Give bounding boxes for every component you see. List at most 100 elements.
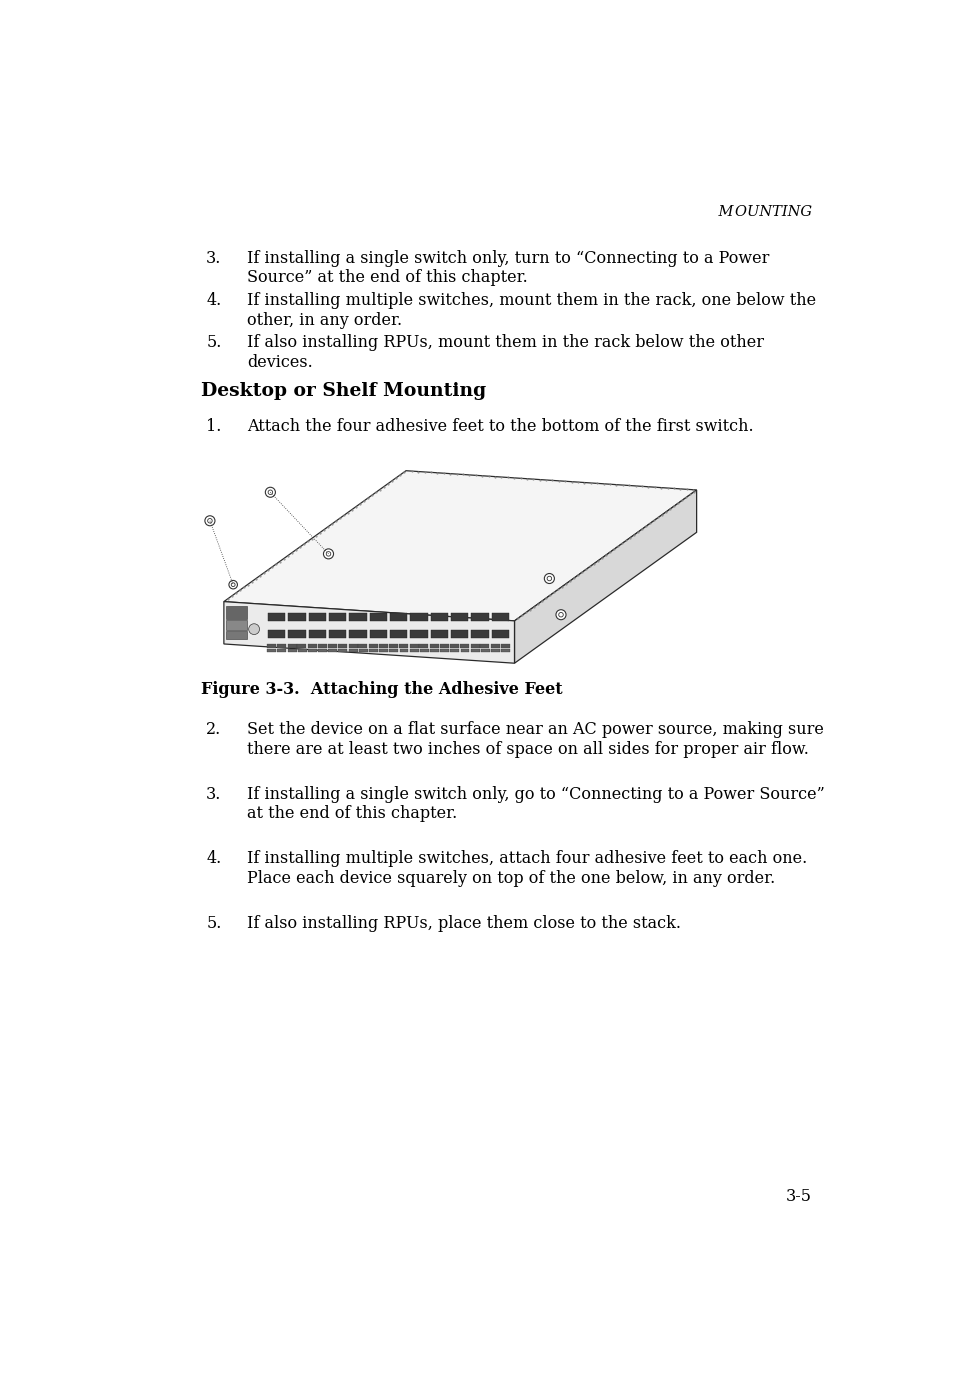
- Bar: [492, 630, 509, 638]
- Bar: [317, 650, 327, 652]
- Bar: [439, 650, 449, 652]
- Circle shape: [558, 612, 562, 616]
- Bar: [390, 630, 407, 638]
- Bar: [226, 620, 247, 630]
- Bar: [439, 644, 448, 648]
- Bar: [471, 613, 488, 620]
- Circle shape: [231, 583, 234, 587]
- Bar: [308, 650, 316, 652]
- Bar: [398, 644, 408, 648]
- Bar: [358, 650, 368, 652]
- Bar: [471, 630, 488, 638]
- Bar: [419, 650, 428, 652]
- Circle shape: [208, 519, 212, 523]
- Bar: [430, 650, 438, 652]
- Bar: [226, 607, 247, 619]
- Bar: [491, 644, 499, 648]
- Bar: [297, 644, 306, 648]
- Bar: [329, 613, 346, 620]
- Bar: [317, 644, 326, 648]
- Bar: [226, 632, 247, 640]
- Text: Figure 3-3.  Attaching the Adhesive Feet: Figure 3-3. Attaching the Adhesive Feet: [200, 682, 561, 698]
- Text: If installing multiple switches, attach four adhesive feet to each one.
Place ea: If installing multiple switches, attach …: [247, 851, 806, 887]
- Circle shape: [546, 576, 551, 580]
- Bar: [409, 644, 418, 648]
- Bar: [491, 650, 499, 652]
- Bar: [309, 630, 326, 638]
- Text: Desktop or Shelf Mounting: Desktop or Shelf Mounting: [200, 382, 485, 400]
- Bar: [389, 644, 397, 648]
- Bar: [410, 613, 427, 620]
- Bar: [358, 644, 367, 648]
- Bar: [470, 650, 479, 652]
- Bar: [338, 650, 347, 652]
- Text: 5.: 5.: [206, 335, 221, 351]
- Circle shape: [544, 573, 554, 583]
- Text: 3-5: 3-5: [785, 1188, 811, 1205]
- Bar: [450, 650, 458, 652]
- Bar: [276, 644, 286, 648]
- Circle shape: [265, 487, 275, 497]
- Text: 3.: 3.: [206, 250, 221, 266]
- Bar: [370, 613, 387, 620]
- Bar: [287, 650, 296, 652]
- Bar: [328, 644, 337, 648]
- Bar: [349, 613, 366, 620]
- Bar: [409, 650, 418, 652]
- Text: If also installing RPUs, mount them in the rack below the other
devices.: If also installing RPUs, mount them in t…: [247, 335, 763, 371]
- Bar: [450, 644, 458, 648]
- Bar: [500, 644, 509, 648]
- Text: Set the device on a flat surface near an AC power source, making sure
there are : Set the device on a flat surface near an…: [247, 720, 823, 758]
- Text: If installing a single switch only, turn to “Connecting to a Power
Source” at th: If installing a single switch only, turn…: [247, 250, 769, 286]
- Bar: [297, 650, 307, 652]
- Text: 2.: 2.: [206, 720, 221, 738]
- Bar: [431, 630, 448, 638]
- Text: 1.: 1.: [206, 418, 221, 436]
- Text: If installing multiple switches, mount them in the rack, one below the
other, in: If installing multiple switches, mount t…: [247, 291, 816, 329]
- Bar: [349, 630, 366, 638]
- Bar: [267, 644, 276, 648]
- Bar: [410, 630, 427, 638]
- Polygon shape: [224, 601, 514, 663]
- Bar: [369, 644, 377, 648]
- Bar: [390, 613, 407, 620]
- Bar: [267, 650, 276, 652]
- Bar: [399, 650, 408, 652]
- Bar: [329, 630, 346, 638]
- Bar: [480, 644, 489, 648]
- Bar: [378, 644, 387, 648]
- Bar: [378, 650, 388, 652]
- Text: If also installing RPUs, place them close to the stack.: If also installing RPUs, place them clos…: [247, 915, 680, 931]
- Bar: [309, 613, 326, 620]
- Text: 4.: 4.: [206, 851, 221, 868]
- Circle shape: [229, 580, 237, 589]
- Bar: [459, 644, 469, 648]
- Bar: [348, 644, 357, 648]
- Bar: [460, 650, 469, 652]
- Bar: [277, 650, 286, 652]
- Bar: [470, 644, 479, 648]
- Bar: [268, 630, 285, 638]
- Circle shape: [326, 551, 331, 557]
- Text: M OUNTING: M OUNTING: [717, 205, 811, 219]
- Bar: [492, 613, 509, 620]
- Bar: [430, 644, 438, 648]
- Bar: [369, 650, 377, 652]
- Circle shape: [323, 548, 334, 559]
- Text: 4.: 4.: [206, 291, 221, 310]
- Bar: [268, 613, 285, 620]
- Bar: [451, 613, 468, 620]
- Bar: [328, 650, 337, 652]
- Polygon shape: [224, 471, 696, 620]
- Bar: [389, 650, 397, 652]
- Bar: [308, 644, 316, 648]
- Bar: [288, 630, 305, 638]
- Bar: [500, 650, 510, 652]
- Bar: [370, 630, 387, 638]
- Bar: [288, 613, 305, 620]
- Text: 5.: 5.: [206, 915, 221, 931]
- Bar: [480, 650, 489, 652]
- Text: If installing a single switch only, go to “Connecting to a Power Source”
at the : If installing a single switch only, go t…: [247, 786, 824, 822]
- Text: Attach the four adhesive feet to the bottom of the first switch.: Attach the four adhesive feet to the bot…: [247, 418, 753, 436]
- Text: 3.: 3.: [206, 786, 221, 802]
